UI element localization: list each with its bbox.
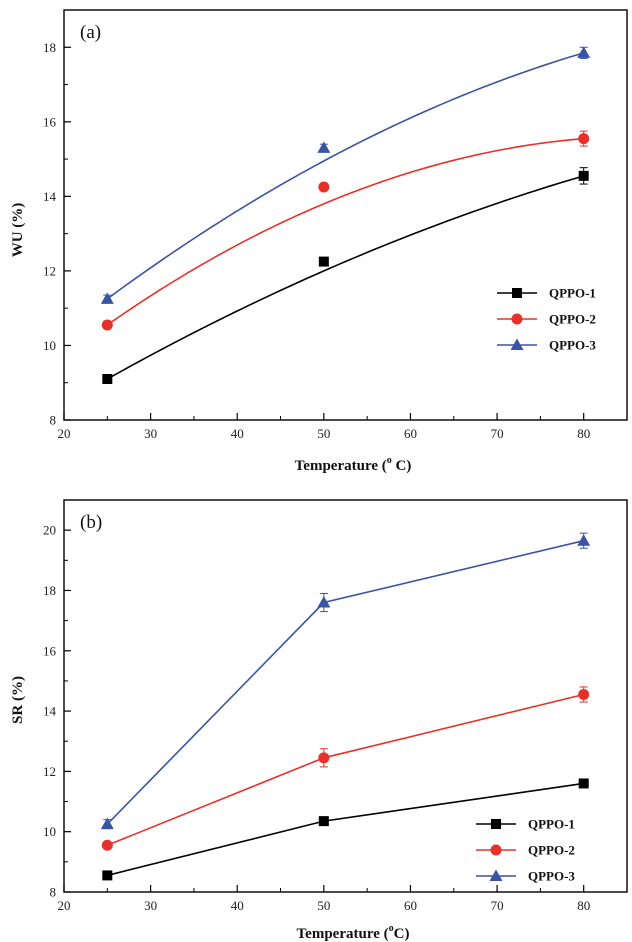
legend-label-qppo-1: QPPO-1 (528, 817, 575, 832)
y-tick-label: 18 (43, 583, 56, 598)
data-point-qppo-1 (318, 816, 329, 827)
panel-b-sr-chart: 20 30 40 50 60 70 80 8 10 12 14 16 18 20 (b) Temperat… (10, 499, 628, 942)
panel-b-points (100, 532, 591, 881)
legend-label-qppo-2: QPPO-2 (549, 312, 596, 327)
data-point-qppo-3 (317, 141, 331, 153)
y-tick-label: 16 (43, 114, 57, 129)
panel-a-wu-chart: 20 30 40 50 60 70 80 8 10 12 14 16 18 (a) Temperatur… (10, 9, 628, 474)
y-tick-label: 14 (43, 189, 57, 204)
panel-b-ticks: 20 30 40 50 60 70 80 8 10 12 14 16 18 20 (43, 523, 590, 913)
data-point-qppo-1 (102, 870, 113, 881)
data-point-qppo-1 (102, 374, 113, 384)
x-tick-label: 20 (58, 426, 71, 441)
x-tick-label: 30 (144, 898, 157, 913)
y-tick-label: 20 (43, 523, 56, 538)
x-tick-label: 40 (231, 898, 244, 913)
panel-b-series-lines (106, 539, 584, 877)
data-point-qppo-3 (577, 534, 591, 546)
y-tick-label: 14 (43, 704, 57, 719)
y-tick-label: 10 (43, 824, 56, 839)
panel-a-plot-frame (63, 9, 628, 421)
series-line-qppo-1 (106, 175, 584, 380)
series-line-qppo-3 (106, 539, 584, 825)
y-tick-label: 18 (43, 40, 56, 55)
legend-label-qppo-2: QPPO-2 (528, 843, 575, 858)
data-point-qppo-2 (101, 319, 113, 331)
y-tick-label: 16 (43, 643, 57, 658)
legend-marker-qppo-1 (491, 819, 501, 829)
legend-label-qppo-1: QPPO-1 (549, 286, 596, 301)
data-point-qppo-1 (578, 778, 589, 789)
series-line-qppo-2 (106, 137, 584, 326)
panel-a-x-axis-title: Temperature (o C) (295, 455, 412, 474)
legend-marker-qppo-2 (490, 844, 502, 856)
panel-b-legend: QPPO-1 QPPO-2 QPPO-3 (476, 817, 575, 884)
panel-a-ticks: 20 30 40 50 60 70 80 8 10 12 14 16 18 (43, 40, 590, 441)
panel-a-y-axis-title: WU (%) (10, 203, 26, 258)
x-tick-label: 80 (577, 898, 590, 913)
panel-b-x-axis-title: Temperature (oC) (297, 923, 410, 942)
data-point-qppo-3 (100, 292, 114, 304)
data-point-qppo-3 (317, 596, 331, 608)
legend-label-qppo-3: QPPO-3 (528, 869, 575, 884)
panel-b-plot-frame (63, 499, 628, 893)
y-tick-label: 8 (50, 885, 57, 900)
panel-b-label: (b) (80, 512, 102, 533)
x-tick-label: 70 (491, 898, 504, 913)
y-tick-label: 12 (43, 263, 56, 278)
x-tick-label: 50 (317, 898, 330, 913)
panel-a-label: (a) (80, 22, 101, 43)
series-line-qppo-2 (107, 693, 584, 847)
data-point-qppo-3 (100, 817, 114, 830)
x-tick-label: 20 (58, 898, 71, 913)
data-point-qppo-2 (318, 181, 330, 193)
y-tick-label: 12 (43, 764, 56, 779)
data-point-qppo-2 (101, 839, 113, 851)
y-tick-label: 8 (50, 413, 57, 428)
x-tick-label: 70 (491, 426, 504, 441)
data-point-qppo-2 (578, 133, 590, 145)
legend-marker-qppo-3 (510, 338, 524, 350)
x-tick-label: 60 (404, 426, 417, 441)
series-line-qppo-3 (106, 52, 584, 300)
series-line-qppo-1 (107, 782, 584, 877)
legend-marker-qppo-2 (511, 313, 523, 325)
panel-a-points (100, 46, 591, 384)
panel-a-legend: QPPO-1 QPPO-2 QPPO-3 (497, 286, 596, 353)
data-point-qppo-3 (577, 46, 591, 58)
data-point-qppo-2 (318, 752, 330, 764)
legend-marker-qppo-1 (512, 288, 522, 298)
panel-b-y-axis-title: SR (%) (10, 676, 26, 724)
data-point-qppo-1 (578, 170, 589, 181)
x-tick-label: 30 (144, 426, 157, 441)
x-tick-label: 50 (317, 426, 330, 441)
y-tick-label: 10 (43, 338, 56, 353)
data-point-qppo-1 (318, 256, 329, 267)
legend-label-qppo-3: QPPO-3 (549, 338, 596, 353)
x-tick-label: 80 (577, 426, 590, 441)
legend-marker-qppo-3 (489, 869, 503, 881)
panel-a-fit-lines (106, 52, 584, 380)
data-point-qppo-2 (578, 688, 590, 700)
x-tick-label: 40 (231, 426, 244, 441)
x-tick-label: 60 (404, 898, 417, 913)
